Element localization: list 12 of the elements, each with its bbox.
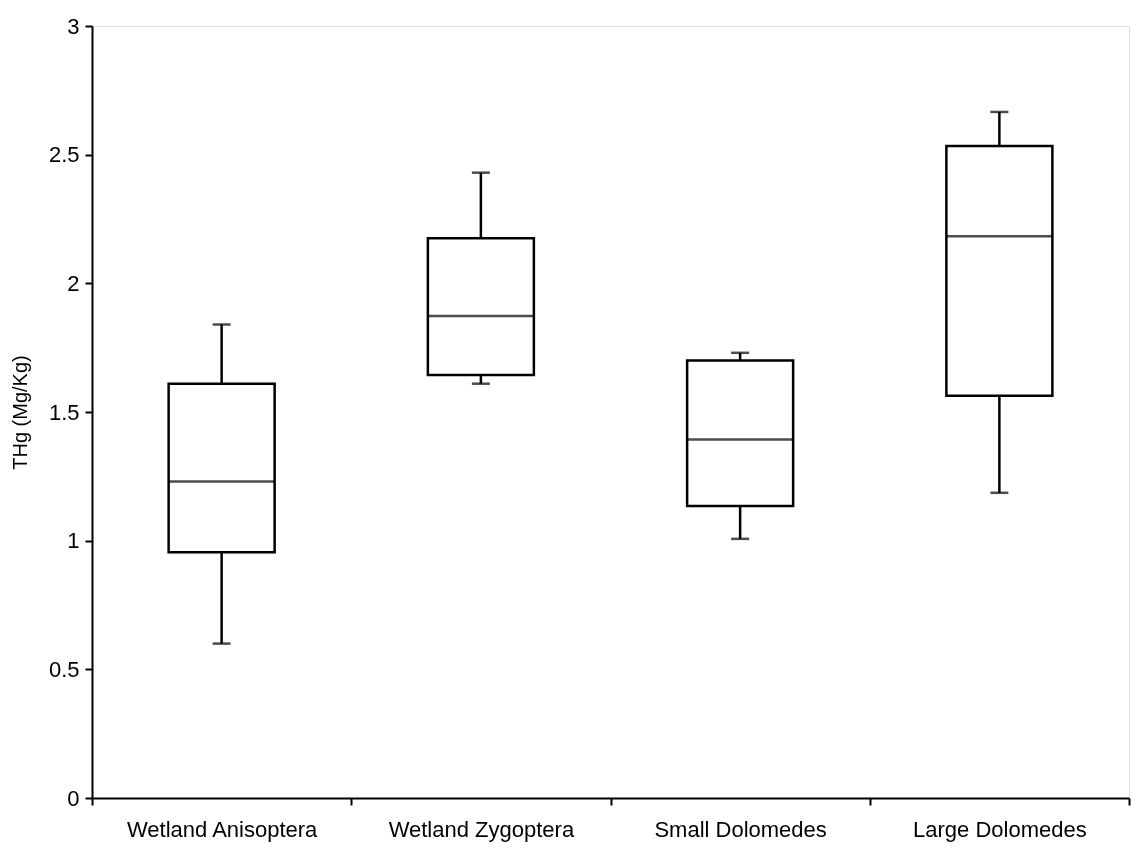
x-tick-label: Large Dolomedes (913, 816, 1087, 842)
y-tick-label: 2.5 (48, 142, 80, 168)
x-tick-label: Wetland Zygoptera (388, 816, 575, 842)
y-tick-label: 1 (67, 528, 80, 554)
y-tick-label: 1.5 (48, 399, 80, 425)
y-tick-label: 0.5 (48, 656, 80, 682)
y-tick-label: 2 (67, 270, 80, 296)
x-tick-label: Wetland Anisoptera (126, 816, 319, 842)
y-tick-label: 0 (67, 785, 80, 811)
y-axis-title: THg (Mg/Kg) (8, 355, 31, 470)
y-tick-label: 3 (67, 13, 80, 39)
x-tick-label: Small Dolomedes (654, 816, 827, 842)
